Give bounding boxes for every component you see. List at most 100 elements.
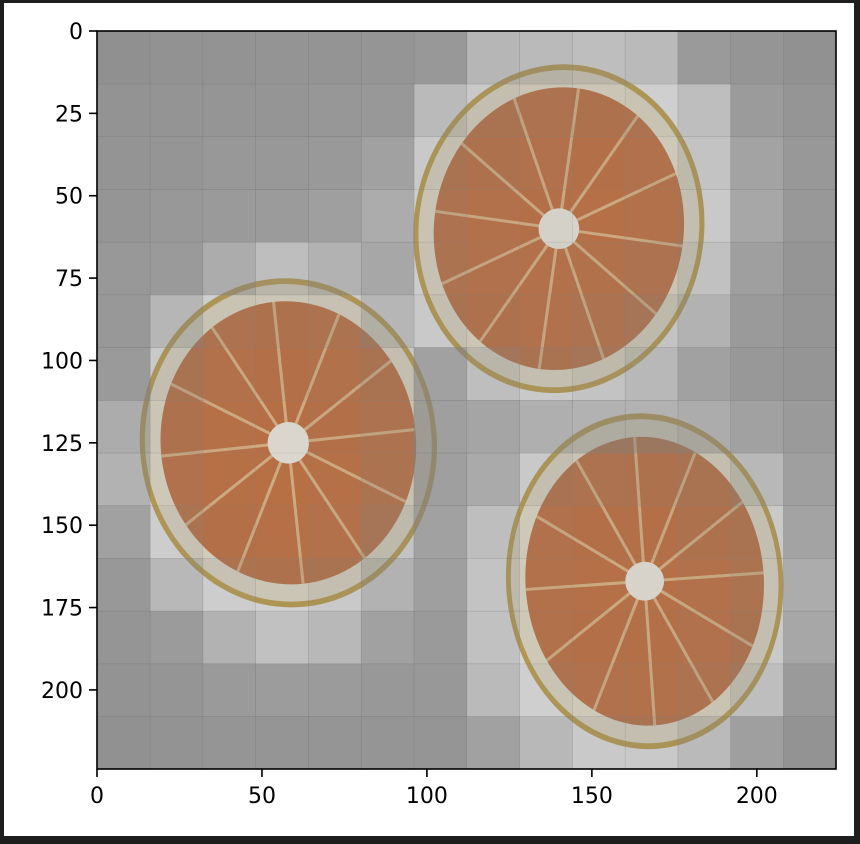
patch-cell [97,31,151,85]
patch-cell [677,663,732,717]
patch-cell [519,189,573,243]
slice-left-core [267,422,310,464]
patch-cell [624,294,679,348]
patch-cell [730,558,784,612]
patch-cell [677,83,732,138]
patch-cell [202,452,256,507]
patch-cell [624,31,679,85]
slice-top-segment [557,88,581,229]
patch-cell [255,83,309,138]
slice-top-segment [460,142,560,230]
patch-cell [572,294,626,348]
patch-cell [149,294,204,348]
x-tick-label: 0 [90,784,104,809]
patch-cell [413,347,468,401]
slice-left-segment [287,442,366,560]
slice-left [139,278,437,608]
patch-cell [572,31,626,85]
slice-left-segment [287,359,392,445]
patch-cell [519,716,573,769]
patch-cell [572,241,626,296]
y-tick-label: 125 [41,432,83,457]
patch-cell [255,241,309,296]
patch-cell [624,83,679,138]
slice-right-segment [545,580,646,662]
patch-cell [730,241,784,296]
patch-cell [308,716,362,769]
y-tick-label: 100 [41,349,83,374]
slice-top-segment [435,209,560,231]
patch-cell [624,347,679,401]
patch-cell [783,558,836,612]
patch-cell [677,610,732,665]
patch-cell [783,716,836,769]
patch-cell [413,452,468,507]
patch-cell [466,505,520,559]
patch-cell [149,241,204,296]
patch-cell [519,83,573,138]
patch-cell [308,505,362,559]
patch-cell [413,83,468,138]
patch-cell [730,347,784,401]
slice-left-segment [236,442,290,573]
patch-cell [466,189,520,243]
slice-top [413,64,705,394]
slice-top-segment [441,227,560,286]
slice-top-segment [558,227,683,248]
y-tick-label: 150 [41,514,83,539]
patch-cell [255,400,309,454]
patch-cell [97,558,151,612]
patch-cell [677,189,732,243]
patch-cell [308,241,362,296]
patch-cell [730,31,784,85]
x-tick-label: 50 [248,784,276,809]
slice-left-segment [287,441,407,504]
patch-cell [360,347,415,401]
patch-cell [572,452,626,507]
patch-cell [202,716,256,769]
patch-cell [97,400,151,454]
patch-cell [360,663,415,717]
patch-cell [677,136,732,190]
patch-cell [677,505,732,559]
x-tick-label: 150 [571,784,613,809]
patch-cell [730,610,784,665]
patch-cell [466,31,520,85]
patch-cell [677,716,732,769]
patch-cell [413,610,468,665]
patch-cell [519,505,573,559]
patch-cell [97,610,151,665]
slice-right-segment [643,581,657,726]
patch-cell [624,189,679,243]
patch-cell [308,663,362,717]
patch-cell [677,241,732,296]
patch-cell [202,505,256,559]
patch-cell [202,83,256,138]
y-tick-label: 25 [55,102,83,127]
patch-cell [97,716,151,769]
patch-cell [97,189,151,243]
patch-cell [783,241,836,296]
patch-cell [360,558,415,612]
x-tick-label: 200 [736,784,778,809]
patch-cell [255,505,309,559]
patch-cell [202,558,256,612]
patch-cell [466,452,520,507]
patch-cell [624,241,679,296]
patch-cell [519,452,573,507]
patch-cell [783,452,836,507]
slice-top-segment [557,115,639,230]
patch-cell [730,189,784,243]
image-layer [97,31,836,769]
patch-cell [519,610,573,665]
patch-cell [677,558,732,612]
patch-cell [519,136,573,190]
slice-right-segment [643,451,697,582]
slice-left-segment [184,441,290,527]
patch-cell [783,400,836,454]
patch-cell [572,716,626,769]
slice-right-segment [643,580,715,703]
patch-cell [677,347,732,401]
patch-cell [624,663,679,717]
slice-top-segment [558,172,677,231]
